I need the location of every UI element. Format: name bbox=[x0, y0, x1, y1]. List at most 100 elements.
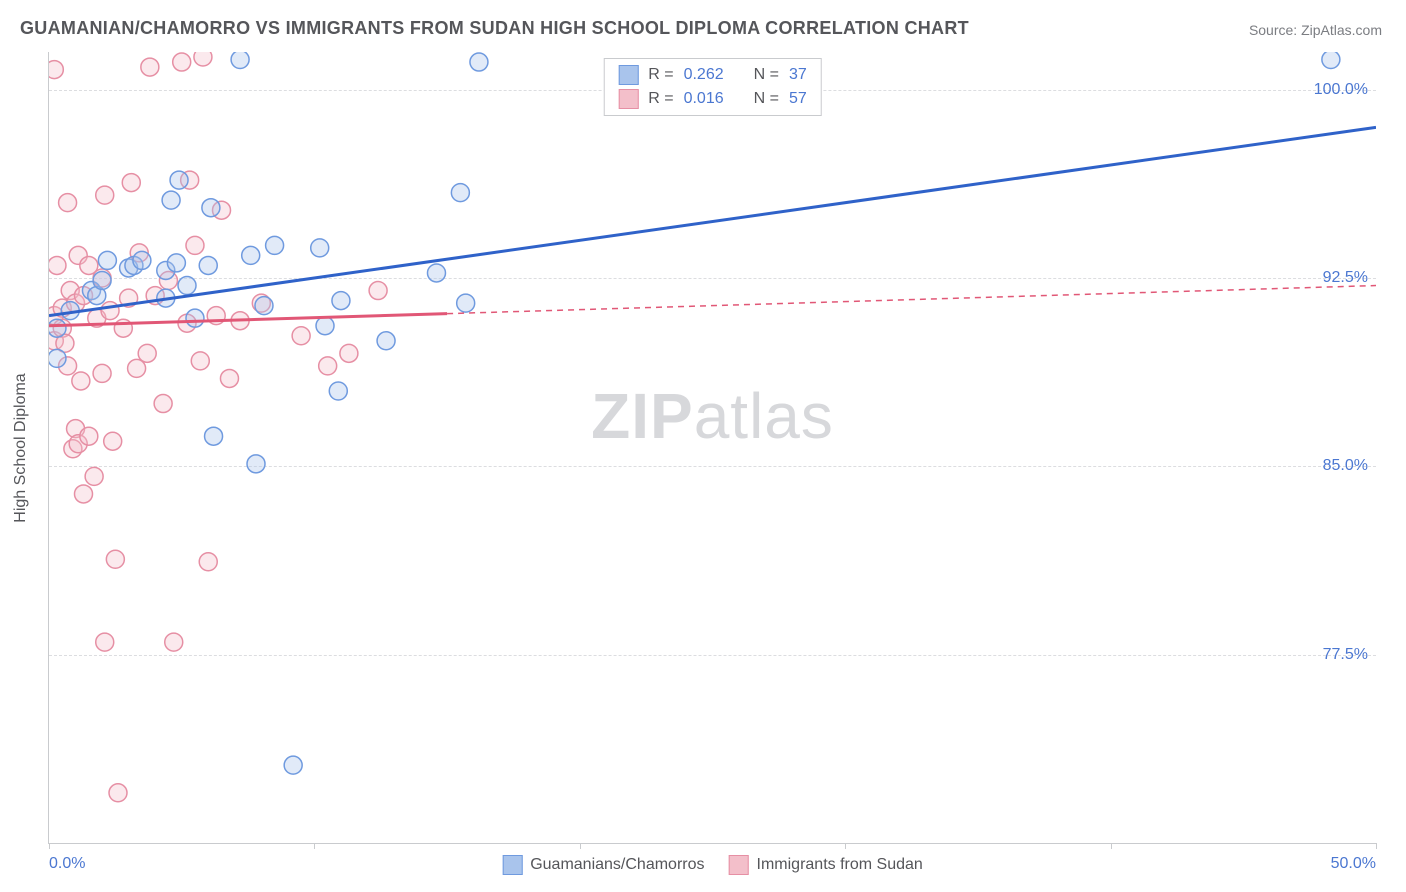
data-point bbox=[167, 254, 185, 272]
data-point bbox=[53, 299, 71, 317]
x-tick bbox=[845, 843, 846, 849]
data-point bbox=[49, 349, 66, 367]
data-point bbox=[1322, 52, 1340, 69]
n-label: N = bbox=[754, 90, 779, 108]
data-point bbox=[120, 259, 138, 277]
data-point bbox=[159, 272, 177, 290]
data-point bbox=[186, 236, 204, 254]
data-point bbox=[88, 287, 106, 305]
data-point bbox=[369, 282, 387, 300]
data-point bbox=[165, 633, 183, 651]
data-point bbox=[133, 251, 151, 269]
data-point bbox=[178, 314, 196, 332]
legend-swatch-blue bbox=[618, 65, 638, 85]
data-point bbox=[162, 191, 180, 209]
y-tick-label: 77.5% bbox=[1323, 646, 1368, 664]
data-point bbox=[247, 455, 265, 473]
data-point bbox=[120, 289, 138, 307]
data-point bbox=[178, 277, 196, 295]
data-point bbox=[427, 264, 445, 282]
data-point bbox=[109, 784, 127, 802]
data-point bbox=[457, 294, 475, 312]
r-value: 0.016 bbox=[684, 90, 724, 108]
data-point bbox=[128, 359, 146, 377]
x-axis-max-label: 50.0% bbox=[1331, 855, 1376, 873]
data-point bbox=[64, 440, 82, 458]
data-point bbox=[101, 302, 119, 320]
x-tick bbox=[49, 843, 50, 849]
data-point bbox=[56, 334, 74, 352]
data-point bbox=[451, 184, 469, 202]
stats-legend: R = 0.262 N = 37 R = 0.016 N = 57 bbox=[603, 58, 822, 116]
x-tick bbox=[580, 843, 581, 849]
x-tick bbox=[1111, 843, 1112, 849]
data-point bbox=[186, 309, 204, 327]
data-point bbox=[69, 435, 87, 453]
data-point bbox=[49, 256, 66, 274]
data-point bbox=[72, 372, 90, 390]
data-point bbox=[173, 53, 191, 71]
source-attribution: Source: ZipAtlas.com bbox=[1249, 22, 1382, 38]
data-point bbox=[93, 364, 111, 382]
data-point bbox=[75, 287, 93, 305]
data-point bbox=[207, 307, 225, 325]
data-point bbox=[266, 236, 284, 254]
data-point bbox=[59, 357, 77, 375]
data-point bbox=[49, 319, 66, 337]
data-point bbox=[85, 467, 103, 485]
y-tick-label: 92.5% bbox=[1323, 269, 1368, 287]
stats-legend-row: R = 0.016 N = 57 bbox=[618, 89, 807, 109]
legend-swatch-pink bbox=[618, 89, 638, 109]
data-point bbox=[61, 302, 79, 320]
data-point bbox=[205, 427, 223, 445]
data-point bbox=[194, 52, 212, 66]
data-point bbox=[231, 312, 249, 330]
gridline bbox=[49, 655, 1376, 656]
n-value: 57 bbox=[789, 90, 807, 108]
data-point bbox=[82, 282, 100, 300]
data-point bbox=[49, 332, 63, 350]
data-point bbox=[138, 344, 156, 362]
data-point bbox=[154, 395, 172, 413]
data-point bbox=[157, 261, 175, 279]
data-point bbox=[316, 317, 334, 335]
chart-svg bbox=[49, 52, 1376, 843]
trend-line bbox=[49, 314, 447, 326]
data-point bbox=[231, 52, 249, 69]
data-point bbox=[199, 256, 217, 274]
x-tick bbox=[1376, 843, 1377, 849]
data-point bbox=[220, 369, 238, 387]
data-point bbox=[80, 256, 98, 274]
data-point bbox=[255, 297, 273, 315]
plot-area: High School Diploma ZIPatlas R = 0.262 N… bbox=[48, 52, 1376, 844]
watermark: ZIPatlas bbox=[591, 379, 834, 453]
legend-label: Immigrants from Sudan bbox=[757, 856, 923, 874]
r-value: 0.262 bbox=[684, 66, 724, 84]
data-point bbox=[470, 53, 488, 71]
data-point bbox=[292, 327, 310, 345]
data-point bbox=[93, 272, 111, 290]
trend-line bbox=[49, 127, 1376, 315]
y-tick-label: 85.0% bbox=[1323, 457, 1368, 475]
data-point bbox=[181, 171, 199, 189]
data-point bbox=[146, 287, 164, 305]
data-point bbox=[106, 550, 124, 568]
data-point bbox=[61, 282, 79, 300]
data-point bbox=[49, 61, 63, 79]
data-point bbox=[170, 171, 188, 189]
data-point bbox=[49, 307, 63, 325]
x-tick bbox=[314, 843, 315, 849]
data-point bbox=[122, 174, 140, 192]
data-point bbox=[53, 319, 71, 337]
data-point bbox=[311, 239, 329, 257]
chart-title: GUAMANIAN/CHAMORRO VS IMMIGRANTS FROM SU… bbox=[20, 18, 969, 39]
data-point bbox=[75, 485, 93, 503]
y-tick-label: 100.0% bbox=[1314, 81, 1368, 99]
r-label: R = bbox=[648, 66, 673, 84]
data-point bbox=[284, 756, 302, 774]
data-point bbox=[98, 251, 116, 269]
data-point bbox=[141, 58, 159, 76]
data-point bbox=[114, 319, 132, 337]
legend-swatch-pink bbox=[729, 855, 749, 875]
data-point bbox=[80, 427, 98, 445]
